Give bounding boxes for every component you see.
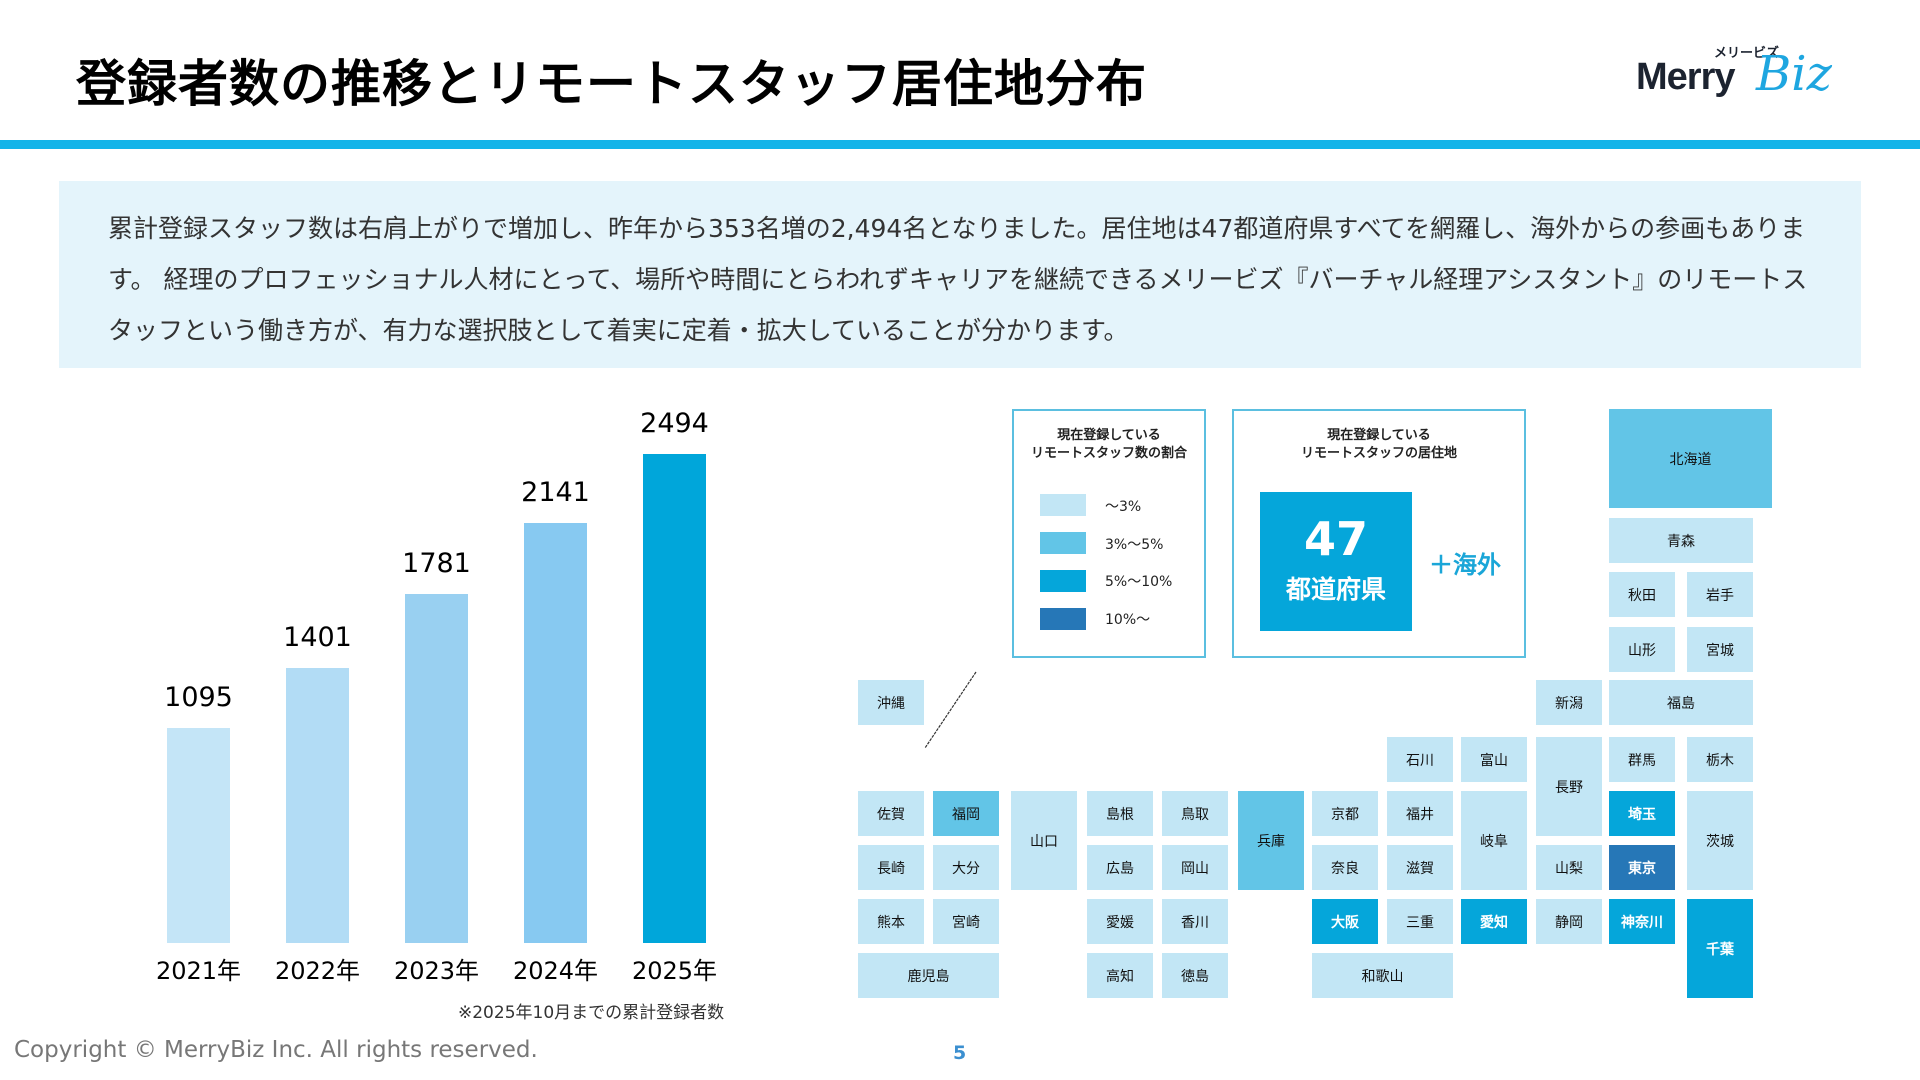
residence-summary-box: 現在登録している リモートスタッフの居住地 47 都道府県 ＋海外 <box>1232 409 1526 658</box>
legend-title: 現在登録している リモートスタッフ数の割合 <box>1014 427 1204 463</box>
prefecture-tile: 熊本 <box>858 899 924 944</box>
legend-label: 5%〜10% <box>1105 574 1173 590</box>
legend-label: 3%〜5% <box>1105 537 1164 553</box>
x-tick-label: 2025年 <box>631 957 718 985</box>
prefecture-tile: 茨城 <box>1687 791 1753 890</box>
legend-swatch-5to10 <box>1040 570 1086 592</box>
prefecture-tile: 岐阜 <box>1461 791 1527 890</box>
legend-label: 10%〜 <box>1105 612 1151 628</box>
prefecture-tile: 愛媛 <box>1087 899 1153 944</box>
bar-value-label: 2494 <box>640 408 709 439</box>
prefecture-tile: 神奈川 <box>1609 899 1675 944</box>
prefecture-tile: 岡山 <box>1162 845 1228 890</box>
prefecture-tile: 山口 <box>1011 791 1077 890</box>
prefecture-tile: 富山 <box>1461 737 1527 782</box>
prefecture-tile: 岩手 <box>1687 572 1753 617</box>
prefecture-tile: 宮城 <box>1687 627 1753 672</box>
page-number: 5 <box>953 1042 967 1064</box>
prefecture-tile: 和歌山 <box>1312 953 1453 998</box>
x-tick-label: 2024年 <box>512 957 599 985</box>
prefecture-tile: 静岡 <box>1536 899 1602 944</box>
prefecture-tile: 山梨 <box>1536 845 1602 890</box>
logo-kana: メリービズ <box>1714 46 1780 61</box>
legend-title-line: 現在登録している <box>1057 428 1161 443</box>
bar-2024 <box>524 523 587 943</box>
prefecture-tile: 福島 <box>1609 680 1753 725</box>
prefecture-tile: 島根 <box>1087 791 1153 836</box>
prefecture-tile: 長野 <box>1536 737 1602 836</box>
chart-note: ※2025年10月までの累計登録者数 <box>458 1003 725 1023</box>
okinawa-separator-line <box>924 671 977 749</box>
summary-text: 累計登録スタッフ数は右肩上がりで増加し、昨年から353名増の2,494名となりま… <box>108 214 1808 345</box>
prefecture-tile: 宮崎 <box>933 899 999 944</box>
residence-title: 現在登録している リモートスタッフの居住地 <box>1234 427 1524 463</box>
legend-swatch-3to5 <box>1040 532 1086 554</box>
residence-title-line: 現在登録している <box>1327 428 1431 443</box>
map-legend: 現在登録している リモートスタッフ数の割合 〜3% 3%〜5% 5%〜10% 1… <box>1012 409 1206 658</box>
prefecture-tile: 福岡 <box>933 791 999 836</box>
prefecture-tile: 石川 <box>1387 737 1453 782</box>
bar-value-label: 1401 <box>283 622 352 654</box>
prefecture-tile: 大分 <box>933 845 999 890</box>
residence-title-line: リモートスタッフの居住地 <box>1300 446 1457 461</box>
prefecture-tile: 埼玉 <box>1609 791 1675 836</box>
prefecture-tile: 高知 <box>1087 953 1153 998</box>
prefecture-tile: 大阪 <box>1312 899 1378 944</box>
prefecture-tile: 沖縄 <box>858 680 924 725</box>
header-divider <box>0 140 1920 149</box>
legend-label: 〜3% <box>1105 499 1142 515</box>
prefecture-tile: 北海道 <box>1609 409 1772 508</box>
bar-value-label: 1781 <box>402 547 471 579</box>
bar-2021 <box>167 728 230 943</box>
summary-box: 累計登録スタッフ数は右肩上がりで増加し、昨年から353名増の2,494名となりま… <box>59 181 1861 368</box>
prefecture-tile: 福井 <box>1387 791 1453 836</box>
prefecture-tile: 広島 <box>1087 845 1153 890</box>
logo-text-script: Biz <box>1756 46 1832 102</box>
prefecture-tile: 秋田 <box>1609 572 1675 617</box>
prefecture-tile: 香川 <box>1162 899 1228 944</box>
legend-title-line: リモートスタッフ数の割合 <box>1030 446 1187 461</box>
merrybiz-logo: メリービズ Merry Biz <box>1636 42 1876 112</box>
x-tick-label: 2021年 <box>155 957 242 985</box>
prefecture-tile: 兵庫 <box>1238 791 1304 890</box>
prefecture-tile: 京都 <box>1312 791 1378 836</box>
prefecture-count: 47 <box>1303 512 1368 566</box>
x-tick-label: 2023年 <box>393 957 480 985</box>
page-title: 登録者数の推移とリモートスタッフ居住地分布 <box>76 55 1147 113</box>
prefecture-tile: 千葉 <box>1687 899 1753 998</box>
bar-2025 <box>643 454 706 943</box>
prefecture-tile: 三重 <box>1387 899 1453 944</box>
legend-swatch-gt10 <box>1040 608 1086 630</box>
prefecture-tile: 山形 <box>1609 627 1675 672</box>
prefecture-tile: 鹿児島 <box>858 953 999 998</box>
prefecture-tile: 鳥取 <box>1162 791 1228 836</box>
bar-value-label: 1095 <box>164 682 233 714</box>
overseas-label: ＋海外 <box>1429 551 1501 579</box>
prefecture-tile: 栃木 <box>1687 737 1753 782</box>
prefecture-tile: 東京 <box>1609 845 1675 890</box>
prefecture-unit: 都道府県 <box>1285 575 1386 604</box>
prefecture-tile: 青森 <box>1609 518 1753 563</box>
prefecture-tile: 愛知 <box>1461 899 1527 944</box>
prefecture-tile: 奈良 <box>1312 845 1378 890</box>
bar-2022 <box>286 668 349 943</box>
x-tick-label: 2022年 <box>274 957 361 985</box>
legend-swatch-lt3 <box>1040 494 1086 516</box>
prefecture-tile: 長崎 <box>858 845 924 890</box>
bar-2023 <box>405 593 468 943</box>
copyright-text: Copyright © MerryBiz Inc. All rights res… <box>14 1037 538 1063</box>
prefecture-tile: 徳島 <box>1162 953 1228 998</box>
logo-text-main: Merry <box>1636 56 1735 98</box>
bar-value-label: 2141 <box>521 477 590 509</box>
prefecture-count-badge: 47 都道府県 <box>1260 492 1412 631</box>
prefecture-tile: 新潟 <box>1536 680 1602 725</box>
prefecture-tile: 群馬 <box>1609 737 1675 782</box>
prefecture-tile: 佐賀 <box>858 791 924 836</box>
prefecture-tile: 滋賀 <box>1387 845 1453 890</box>
